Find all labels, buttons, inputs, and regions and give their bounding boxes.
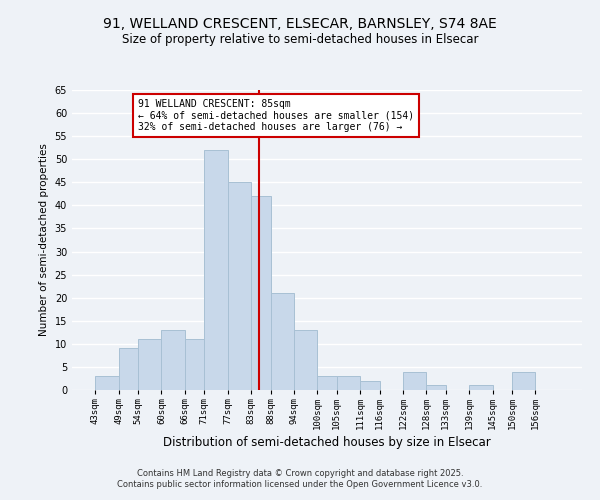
Bar — [427, 386, 446, 390]
X-axis label: Distribution of semi-detached houses by size in Elsecar: Distribution of semi-detached houses by … — [163, 436, 491, 449]
Bar — [294, 330, 317, 390]
Bar — [138, 339, 161, 390]
Text: Size of property relative to semi-detached houses in Elsecar: Size of property relative to semi-detach… — [122, 32, 478, 46]
Bar — [317, 376, 337, 390]
Text: 91, WELLAND CRESCENT, ELSECAR, BARNSLEY, S74 8AE: 91, WELLAND CRESCENT, ELSECAR, BARNSLEY,… — [103, 18, 497, 32]
Bar — [251, 196, 271, 390]
Text: 91 WELLAND CRESCENT: 85sqm
← 64% of semi-detached houses are smaller (154)
32% o: 91 WELLAND CRESCENT: 85sqm ← 64% of semi… — [139, 99, 415, 132]
Bar — [512, 372, 535, 390]
Bar — [119, 348, 138, 390]
Bar — [469, 386, 493, 390]
Bar — [360, 381, 380, 390]
Text: Contains public sector information licensed under the Open Government Licence v3: Contains public sector information licen… — [118, 480, 482, 489]
Bar — [227, 182, 251, 390]
Bar — [204, 150, 227, 390]
Bar — [95, 376, 119, 390]
Bar — [403, 372, 427, 390]
Bar — [161, 330, 185, 390]
Bar — [271, 293, 294, 390]
Y-axis label: Number of semi-detached properties: Number of semi-detached properties — [39, 144, 49, 336]
Bar — [185, 339, 204, 390]
Bar — [337, 376, 360, 390]
Text: Contains HM Land Registry data © Crown copyright and database right 2025.: Contains HM Land Registry data © Crown c… — [137, 469, 463, 478]
